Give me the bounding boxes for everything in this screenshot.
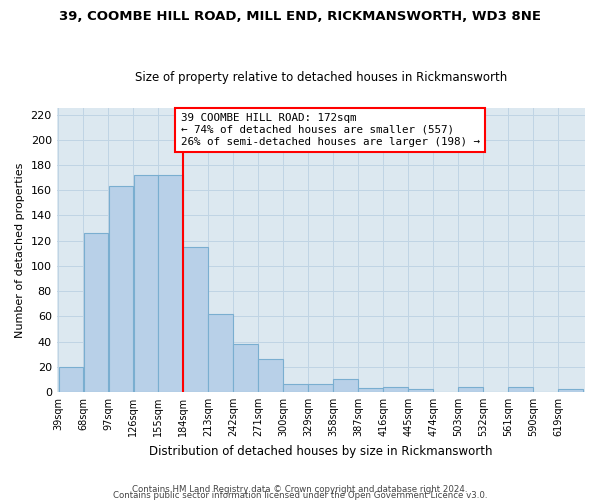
Text: 39 COOMBE HILL ROAD: 172sqm
← 74% of detached houses are smaller (557)
26% of se: 39 COOMBE HILL ROAD: 172sqm ← 74% of det… <box>181 114 480 146</box>
X-axis label: Distribution of detached houses by size in Rickmansworth: Distribution of detached houses by size … <box>149 444 493 458</box>
Bar <box>334 380 358 392</box>
Bar <box>83 233 108 392</box>
Bar <box>458 387 483 392</box>
Bar <box>383 387 408 392</box>
Bar <box>134 175 158 392</box>
Bar <box>184 247 208 392</box>
Bar <box>208 314 233 392</box>
Bar <box>559 390 583 392</box>
Bar <box>308 384 333 392</box>
Text: Contains HM Land Registry data © Crown copyright and database right 2024.: Contains HM Land Registry data © Crown c… <box>132 484 468 494</box>
Bar <box>508 387 533 392</box>
Bar <box>409 390 433 392</box>
Text: 39, COOMBE HILL ROAD, MILL END, RICKMANSWORTH, WD3 8NE: 39, COOMBE HILL ROAD, MILL END, RICKMANS… <box>59 10 541 23</box>
Text: Contains public sector information licensed under the Open Government Licence v3: Contains public sector information licen… <box>113 490 487 500</box>
Bar <box>158 175 183 392</box>
Title: Size of property relative to detached houses in Rickmansworth: Size of property relative to detached ho… <box>135 70 507 84</box>
Bar <box>59 366 83 392</box>
Bar <box>233 344 258 392</box>
Bar <box>259 359 283 392</box>
Bar <box>358 388 383 392</box>
Y-axis label: Number of detached properties: Number of detached properties <box>15 162 25 338</box>
Bar <box>283 384 308 392</box>
Bar <box>109 186 133 392</box>
